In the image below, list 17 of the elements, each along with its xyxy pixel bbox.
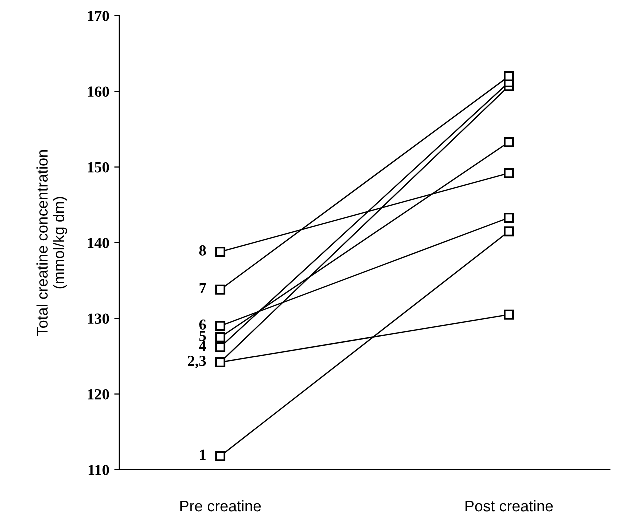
annotation: 8 <box>200 246 206 256</box>
y-tick-label: 140 <box>88 238 110 248</box>
y-tick-label: 160 <box>88 86 110 98</box>
y-tick-label: 170 <box>88 11 110 22</box>
annotation: 5 <box>200 331 206 342</box>
annotation: 4 <box>199 340 206 352</box>
y-tick-label: 120 <box>88 389 110 400</box>
x-tick-label: Post creatine <box>466 500 554 512</box>
annotation: 2,3 <box>188 356 206 369</box>
annotation: 7 <box>200 284 206 294</box>
y-tick-label: 110 <box>88 465 110 476</box>
x-tick-label: Pre creatine <box>180 500 262 512</box>
y-tick-label: 130 <box>88 314 110 324</box>
y-tick-label: 150 <box>88 162 110 173</box>
annotation: 1 <box>200 450 206 460</box>
y-axis-title: Total creatine concentration (mmol/kg dm) <box>36 150 68 336</box>
annotation: 6 <box>200 320 206 330</box>
